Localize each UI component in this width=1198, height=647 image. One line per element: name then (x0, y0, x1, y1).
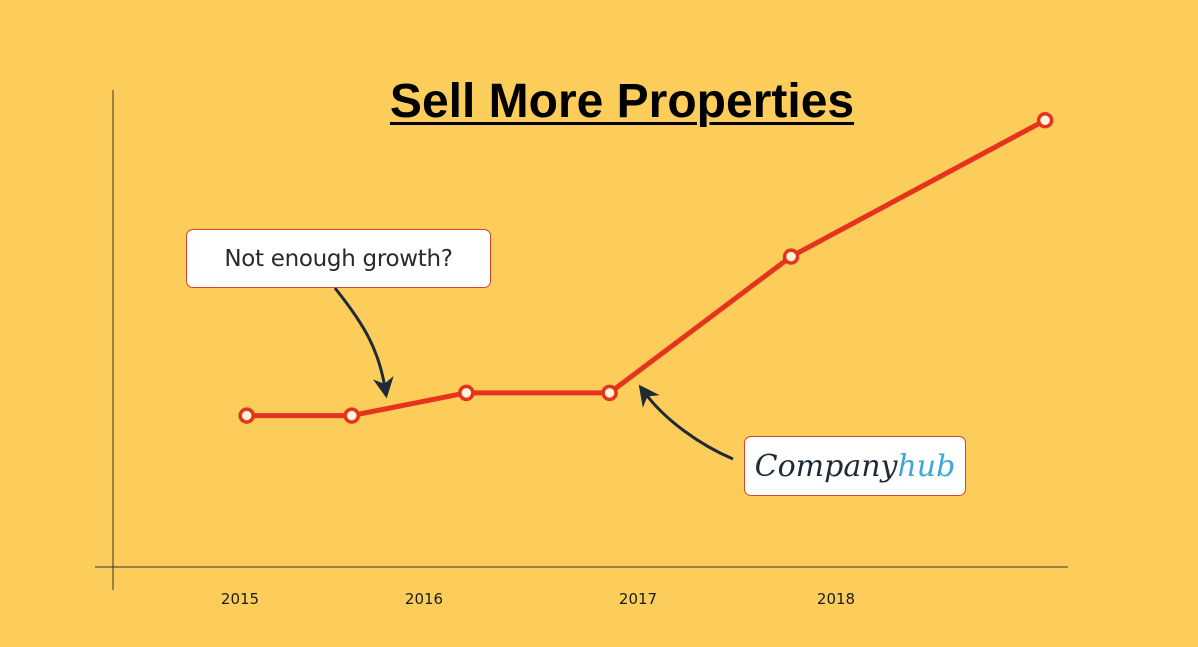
growth-callout-text: Not enough growth? (224, 245, 453, 272)
data-point-6 (1036, 112, 1054, 129)
data-point-5 (782, 248, 800, 265)
data-point-2 (343, 407, 360, 424)
x-tick-label-2016: 2016 (405, 590, 443, 608)
data-point-1 (238, 407, 255, 424)
brand-arrow (638, 384, 734, 461)
series-line (244, 117, 1048, 419)
chart-title: Sell More Properties (389, 75, 855, 128)
data-point-3 (458, 384, 475, 402)
x-tick-label-2015: 2015 (221, 590, 259, 608)
companyhub-logo: Company hub (744, 436, 966, 496)
logo-text-hub: hub (897, 448, 956, 484)
x-tick-label-2017: 2017 (619, 590, 657, 608)
growth-callout: Not enough growth? (186, 229, 491, 288)
logo-text-company: Company (754, 448, 898, 484)
x-tick-label-2018: 2018 (817, 590, 855, 608)
data-point-4 (601, 384, 618, 402)
growth-arrow (333, 287, 394, 399)
